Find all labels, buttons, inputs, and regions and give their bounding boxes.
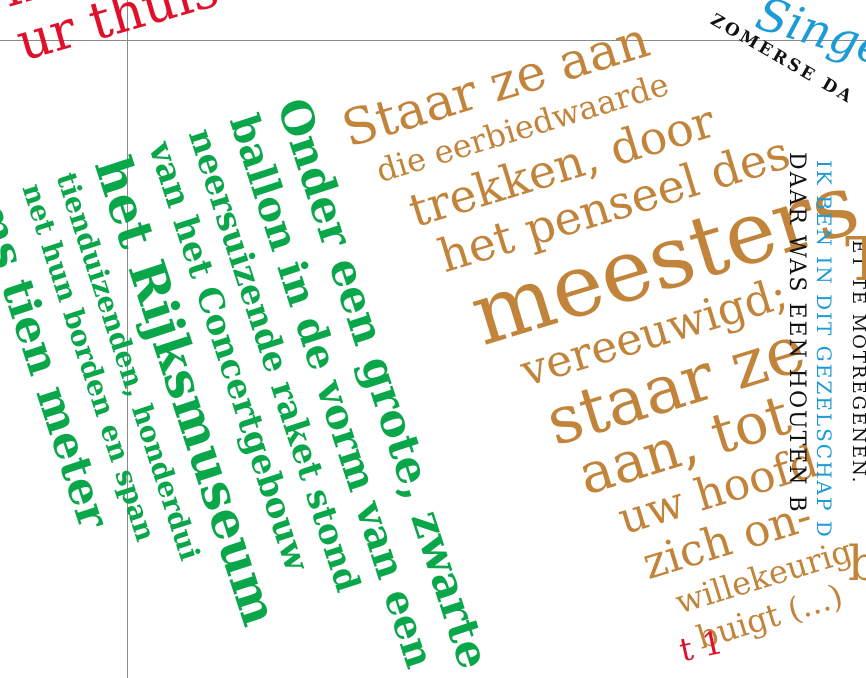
vertical-text-black-1: DAAR WAS EEN HOUTEN B [784,152,809,514]
vertical-text-blue: IK BEN IN DIT GEZELSCHAP D [812,160,836,539]
vertical-guide-line [127,0,128,678]
horizontal-guide-line [0,40,866,41]
vertical-text-black-2: ET TE MOTREGENEN. [848,240,866,485]
red-line-3: ur thuis kunnen b [10,0,477,73]
gold-letter-top: T [845,225,866,295]
gold-letter-bottom: b [848,536,866,592]
red-text-block: raat m n. Ze voelden ur thuis kunnen b [0,0,477,73]
red-bottom-text: t 1 [676,622,727,670]
